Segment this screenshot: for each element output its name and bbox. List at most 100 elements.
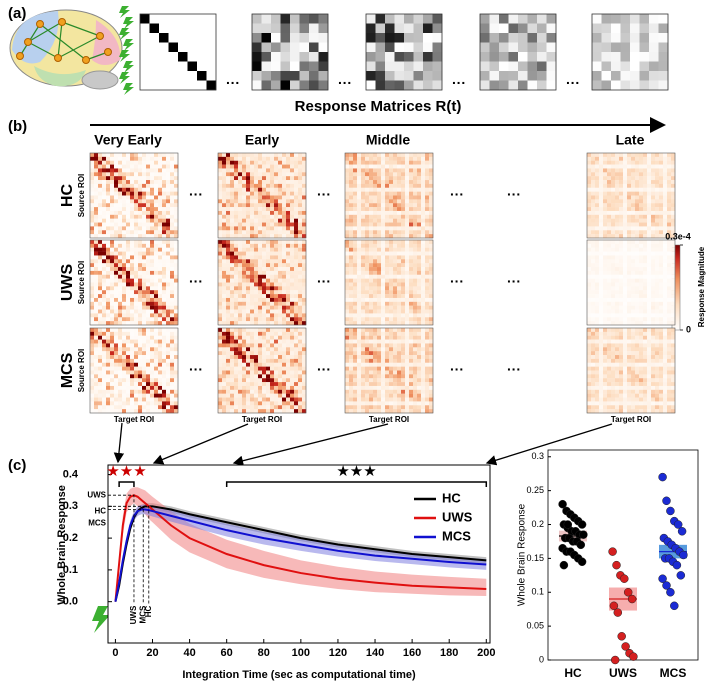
heatmap-cell [146,168,151,173]
heatmap-cell [238,207,243,212]
heatmap-cell [425,290,430,295]
heatmap-cell [114,156,119,161]
heatmap-cell [365,187,370,192]
heatmap-cell [591,207,596,212]
heatmap-cell [106,168,111,173]
heatmap-frame [89,239,179,326]
heatmap-cell [587,309,592,314]
heatmap-cell [122,362,127,367]
response-heatmap [89,327,179,414]
heatmap-cell [150,183,155,188]
heatmap-cell [631,191,636,196]
heatmap-cell [361,247,366,252]
heatmap-cell [102,180,107,185]
heatmap-cell [146,234,151,239]
heatmap-cell [266,343,271,348]
heatmap-cell [345,183,350,188]
response-heatmap [586,152,676,239]
heatmap-cell [615,160,620,165]
heatmap-cell [262,207,267,212]
heatmap-cell [94,278,99,283]
heatmap-cell [154,270,159,275]
heatmap-cell [401,263,406,268]
heatmap-cell [94,313,99,318]
heatmap-cell [166,335,171,340]
heatmap-cell [286,366,291,371]
heatmap-cell [429,290,434,295]
heatmap-cell [401,278,406,283]
heatmap-cell [98,321,103,326]
heatmap-cell [413,203,418,208]
heatmap-cell [615,243,620,248]
heatmap-cell [98,370,103,375]
heatmap-cell [647,286,652,291]
matrix-cell [140,14,150,24]
heatmap-cell [413,259,418,264]
heatmap-cell [623,218,628,223]
heatmap-cell [166,347,171,352]
heatmap-cell [290,278,295,283]
heatmap-cell [373,183,378,188]
heatmap-cell [349,270,354,275]
heatmap-cell [170,301,175,306]
heatmap-cell [218,267,223,272]
heatmap-cell [246,247,251,252]
heatmap-cell [373,267,378,272]
heatmap-cell [655,214,660,219]
heatmap-cell [611,305,616,310]
heatmap-cell [266,290,271,295]
heatmap-cell [170,251,175,256]
matrix-cell [159,52,169,62]
heatmap-cell [258,164,263,169]
heatmap-cell [218,290,223,295]
heatmap-cell [286,274,291,279]
heatmap-cell [282,240,287,245]
heatmap-cell [126,382,131,387]
heatmap-cell [385,153,390,158]
heatmap-cell [146,240,151,245]
matrix-cell [187,80,198,91]
heatmap-cell [230,305,235,310]
heatmap-cell [114,321,119,326]
heatmap-cell [222,309,227,314]
heatmap-cell [154,339,159,344]
heatmap-cell [134,378,139,383]
heatmap-cell [282,183,287,188]
heatmap-cell [409,297,414,302]
heatmap-cell [134,243,139,248]
heatmap-cell [238,297,243,302]
heatmap-cell [659,180,664,185]
heatmap-cell [397,259,402,264]
heatmap-cell [114,282,119,287]
heatmap-cell [138,263,143,268]
heatmap-cell [110,347,115,352]
heatmap-cell [138,255,143,260]
heatmap-cell [587,191,592,196]
heatmap-cell [110,160,115,165]
heatmap-cell [647,153,652,158]
heatmap-cell [607,218,612,223]
heatmap-cell [238,270,243,275]
heatmap-cell [282,255,287,260]
heatmap-cell [250,240,255,245]
heatmap-cell [353,199,358,204]
heatmap-cell [254,286,259,291]
heatmap-cell [138,343,143,348]
heatmap-cell [250,195,255,200]
heatmap-cell [651,251,656,256]
heatmap-cell [369,251,374,256]
heatmap-cell [647,278,652,283]
heatmap-cell [222,362,227,367]
heatmap-cell [595,255,600,260]
heatmap-cell [174,385,179,390]
heatmap-cell [353,270,358,275]
heatmap-cell [599,164,604,169]
heatmap-cell [623,263,628,268]
heatmap-cell [290,191,295,196]
heatmap-cell [623,226,628,231]
heatmap-cell [174,203,179,208]
heatmap-cell [409,214,414,219]
heatmap-cell [230,286,235,291]
heatmap-cell [134,214,139,219]
heatmap-cell [94,222,99,227]
